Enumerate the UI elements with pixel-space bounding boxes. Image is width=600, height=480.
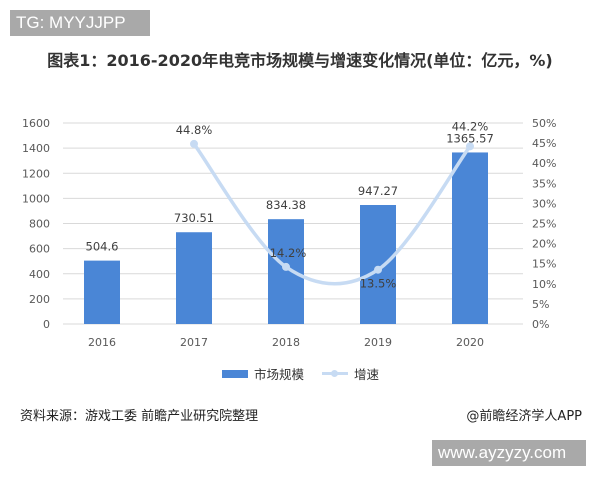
y-right-tick-label: 20%	[532, 238, 556, 251]
y-right-tick-label: 5%	[532, 298, 549, 311]
credit-note: @前瞻经济学人APP	[466, 409, 582, 424]
growth-point	[374, 265, 382, 274]
line-data-label: 44.2%	[452, 119, 489, 133]
growth-point	[282, 262, 290, 271]
legend-line-label: 增速	[354, 367, 380, 382]
y-left-tick-label: 400	[29, 268, 50, 281]
y-left-tick-label: 1200	[22, 167, 50, 180]
source-note: 资料来源：游戏工委 前瞻产业研究院整理	[20, 409, 259, 424]
y-right-tick-label: 0%	[532, 318, 549, 331]
y-left-tick-label: 800	[29, 218, 50, 231]
x-tick-label: 2018	[272, 336, 300, 349]
bar-data-label: 947.27	[358, 184, 398, 198]
bar-data-label: 504.6	[86, 240, 119, 254]
line-data-label: 13.5%	[360, 277, 397, 291]
y-right-tick-label: 10%	[532, 278, 556, 291]
y-right-tick-label: 50%	[532, 117, 556, 130]
bar-data-label: 1365.57	[446, 131, 494, 145]
y-right-tick-label: 25%	[532, 218, 556, 231]
bar-data-label: 730.51	[174, 211, 214, 225]
bar	[360, 204, 396, 324]
legend-bar-swatch	[222, 369, 248, 378]
bar	[452, 152, 488, 324]
chart-title: 图表1：2016-2020年电竞市场规模与增速变化情况(单位：亿元，%)	[47, 51, 553, 70]
line-data-label: 14.2%	[270, 246, 307, 260]
y-left-tick-label: 200	[29, 293, 50, 306]
y-left-tick-label: 0	[43, 318, 50, 331]
y-left-tick-label: 600	[29, 243, 50, 256]
bar	[84, 260, 120, 324]
watermark-tag: TG: MYYJJPP	[10, 10, 150, 36]
legend-bar-label: 市场规模	[254, 367, 305, 382]
growth-point	[190, 139, 198, 148]
x-tick-label: 2016	[88, 336, 116, 349]
y-right-tick-label: 30%	[532, 197, 556, 210]
y-left-tick-label: 1400	[22, 142, 50, 155]
y-right-tick-label: 35%	[532, 177, 556, 190]
bar	[268, 219, 304, 324]
y-right-tick-label: 15%	[532, 258, 556, 271]
growth-point	[466, 142, 474, 151]
x-tick-label: 2017	[180, 336, 208, 349]
legend-line-swatch	[322, 370, 349, 377]
bar	[176, 232, 212, 324]
growth-line	[192, 142, 472, 286]
x-tick-label: 2020	[456, 336, 484, 349]
legend: 市场规模 增速	[222, 364, 379, 383]
y-left-tick-label: 1000	[22, 192, 50, 205]
watermark-url: www.ayzyzy.com	[432, 440, 586, 466]
line-data-label: 44.8%	[176, 123, 213, 137]
y-right-tick-label: 45%	[532, 137, 556, 150]
bar-data-label: 834.38	[266, 198, 306, 212]
x-tick-label: 2019	[364, 336, 392, 349]
y-left-tick-label: 1600	[22, 117, 50, 130]
y-right-tick-label: 40%	[532, 157, 556, 170]
